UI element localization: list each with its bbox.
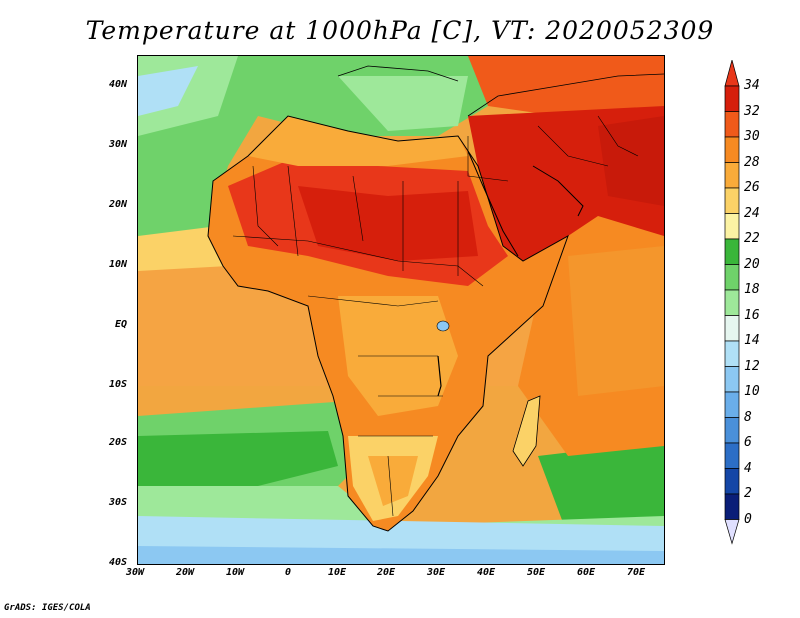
lat-tick-40n: 40N bbox=[109, 79, 128, 90]
colorbar-segment bbox=[724, 85, 740, 112]
lat-tick-30s: 30S bbox=[109, 497, 128, 508]
lat-tick-20s: 20S bbox=[109, 437, 128, 448]
lon-tick-0: 0 bbox=[285, 567, 292, 578]
colorbar-segment bbox=[724, 417, 740, 444]
lon-tick-30w: 30W bbox=[126, 567, 145, 578]
colorbar-label: 26 bbox=[744, 180, 760, 195]
lon-tick-20e: 20E bbox=[377, 567, 396, 578]
colorbar-label: 16 bbox=[744, 307, 760, 323]
colorbar-segment bbox=[724, 289, 740, 316]
colorbar-label: 4 bbox=[744, 460, 752, 476]
colorbar-label: 14 bbox=[744, 333, 760, 348]
colorbar-top-arrow bbox=[724, 60, 740, 87]
colorbar-label: 28 bbox=[744, 154, 760, 170]
colorbar-label: 0 bbox=[744, 511, 752, 527]
lat-tick-10n: 10N bbox=[109, 259, 128, 270]
lon-tick-40e: 40E bbox=[477, 567, 496, 578]
colorbar bbox=[724, 60, 740, 545]
colorbar-label: 10 bbox=[744, 384, 760, 399]
lon-tick-60e: 60E bbox=[577, 567, 596, 578]
colorbar-label: 2 bbox=[744, 486, 752, 501]
lat-tick-eq: EQ bbox=[115, 319, 128, 330]
credit-text: GrADS: IGES/COLA bbox=[4, 603, 91, 613]
lon-tick-10w: 10W bbox=[226, 567, 245, 578]
colorbar-label: 8 bbox=[744, 409, 752, 425]
colorbar-segment bbox=[724, 238, 740, 265]
colorbar-label: 12 bbox=[744, 358, 760, 374]
colorbar-segment bbox=[724, 493, 740, 520]
colorbar-label: 34 bbox=[744, 78, 760, 93]
colorbar-bottom-arrow bbox=[724, 519, 740, 545]
colorbar-segment bbox=[724, 213, 740, 240]
lon-tick-10e: 10E bbox=[328, 567, 347, 578]
colorbar-label: 6 bbox=[744, 435, 752, 450]
temperature-map bbox=[137, 55, 665, 565]
lon-tick-30e: 30E bbox=[427, 567, 446, 578]
colorbar-segment bbox=[724, 442, 740, 469]
colorbar-label: 22 bbox=[744, 231, 760, 246]
lat-tick-10s: 10S bbox=[109, 379, 128, 390]
colorbar-segment bbox=[724, 162, 740, 189]
map-canvas bbox=[138, 56, 664, 564]
country-borders bbox=[232, 115, 639, 517]
lat-tick-40s: 40S bbox=[109, 557, 128, 568]
colorbar-label: 20 bbox=[744, 256, 760, 272]
colorbar-segment bbox=[724, 136, 740, 163]
lon-tick-70e: 70E bbox=[627, 567, 646, 578]
coastline bbox=[207, 115, 569, 532]
colorbar-segment bbox=[724, 264, 740, 291]
colorbar-segment bbox=[724, 391, 740, 418]
colorbar-segment bbox=[724, 111, 740, 138]
colorbar-segment bbox=[724, 366, 740, 393]
colorbar-label: 24 bbox=[744, 205, 760, 221]
colorbar-label: 32 bbox=[744, 103, 760, 119]
colorbar-segment bbox=[724, 340, 740, 367]
colorbar-segment bbox=[724, 315, 740, 342]
lon-tick-50e: 50E bbox=[527, 567, 546, 578]
colorbar-segment bbox=[724, 468, 740, 495]
lon-tick-20w: 20W bbox=[176, 567, 195, 578]
colorbar-label: 18 bbox=[744, 282, 760, 297]
lat-tick-30n: 30N bbox=[109, 139, 128, 150]
lat-tick-20n: 20N bbox=[109, 199, 128, 210]
colorbar-segment bbox=[724, 187, 740, 214]
map-title: Temperature at 1000hPa [C], VT: 20200523… bbox=[85, 16, 715, 45]
colorbar-label: 30 bbox=[744, 129, 760, 144]
